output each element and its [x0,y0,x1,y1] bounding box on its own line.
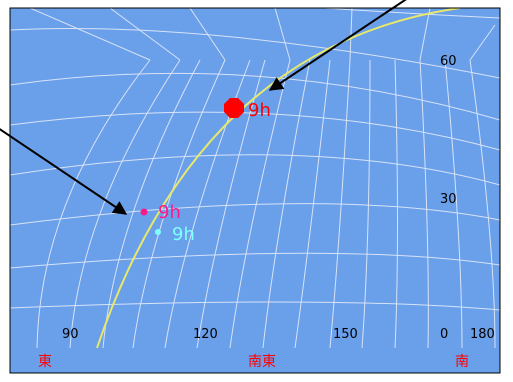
azimuth-line [294,59,331,348]
azimuth-line-upper [349,8,353,61]
azimuth-line [132,59,226,348]
azimuth-line [102,59,201,348]
azimuth-line-upper [109,8,181,61]
sky-background [10,8,500,348]
pointer-arrow-sun [268,0,407,91]
direction-label-east: 東 [38,354,52,370]
altitude-label-60: 60 [440,54,457,69]
azimuth-label-180: 180 [470,327,495,342]
azimuth-line [196,59,266,348]
azimuth-line [229,59,291,348]
body3-time-label: 9h [172,224,195,245]
filled-octagon-icon [224,98,244,118]
azimuth-label-0: 0 [440,327,448,342]
azimuth-line [419,59,429,348]
azimuth-line-upper [419,8,431,61]
azimuth-line [469,59,496,348]
azimuth-line [394,59,398,348]
altitude-line-40 [10,154,500,186]
azimuth-label-150: 150 [333,327,358,342]
altitude-line-10 [10,301,500,311]
azimuth-line-upper [469,24,496,61]
azimuth-line-upper [189,8,226,61]
pointer-arrow-body2 [0,128,128,215]
azimuth-label-120: 120 [193,327,218,342]
altitude-line-30 [10,203,500,226]
sun-time-label: 9h [248,100,271,121]
small-dot-icon [140,208,148,216]
chart-border [9,7,501,374]
altitude-label-30: 30 [440,192,457,207]
body2-time-label: 9h [158,202,181,223]
azimuth-line [262,59,311,348]
altitude-line-60 [10,72,500,121]
azimuth-line [36,59,151,348]
altitude-line-20 [10,252,500,269]
azimuth-line [69,59,181,348]
azimuth-line [444,59,463,348]
azimuth-line [361,59,371,348]
direction-label-southeast: 南東 [248,354,276,370]
altitude-line-70 [10,28,500,79]
azimuth-line-upper [29,8,151,61]
altitude-line-50 [10,111,500,151]
azimuth-label-90: 90 [62,327,79,342]
azimuth-line [329,59,351,348]
direction-strip [10,348,500,373]
small-dot-icon [155,229,161,235]
azimuth-line-upper [274,8,291,61]
direction-label-south: 南 [455,354,469,370]
